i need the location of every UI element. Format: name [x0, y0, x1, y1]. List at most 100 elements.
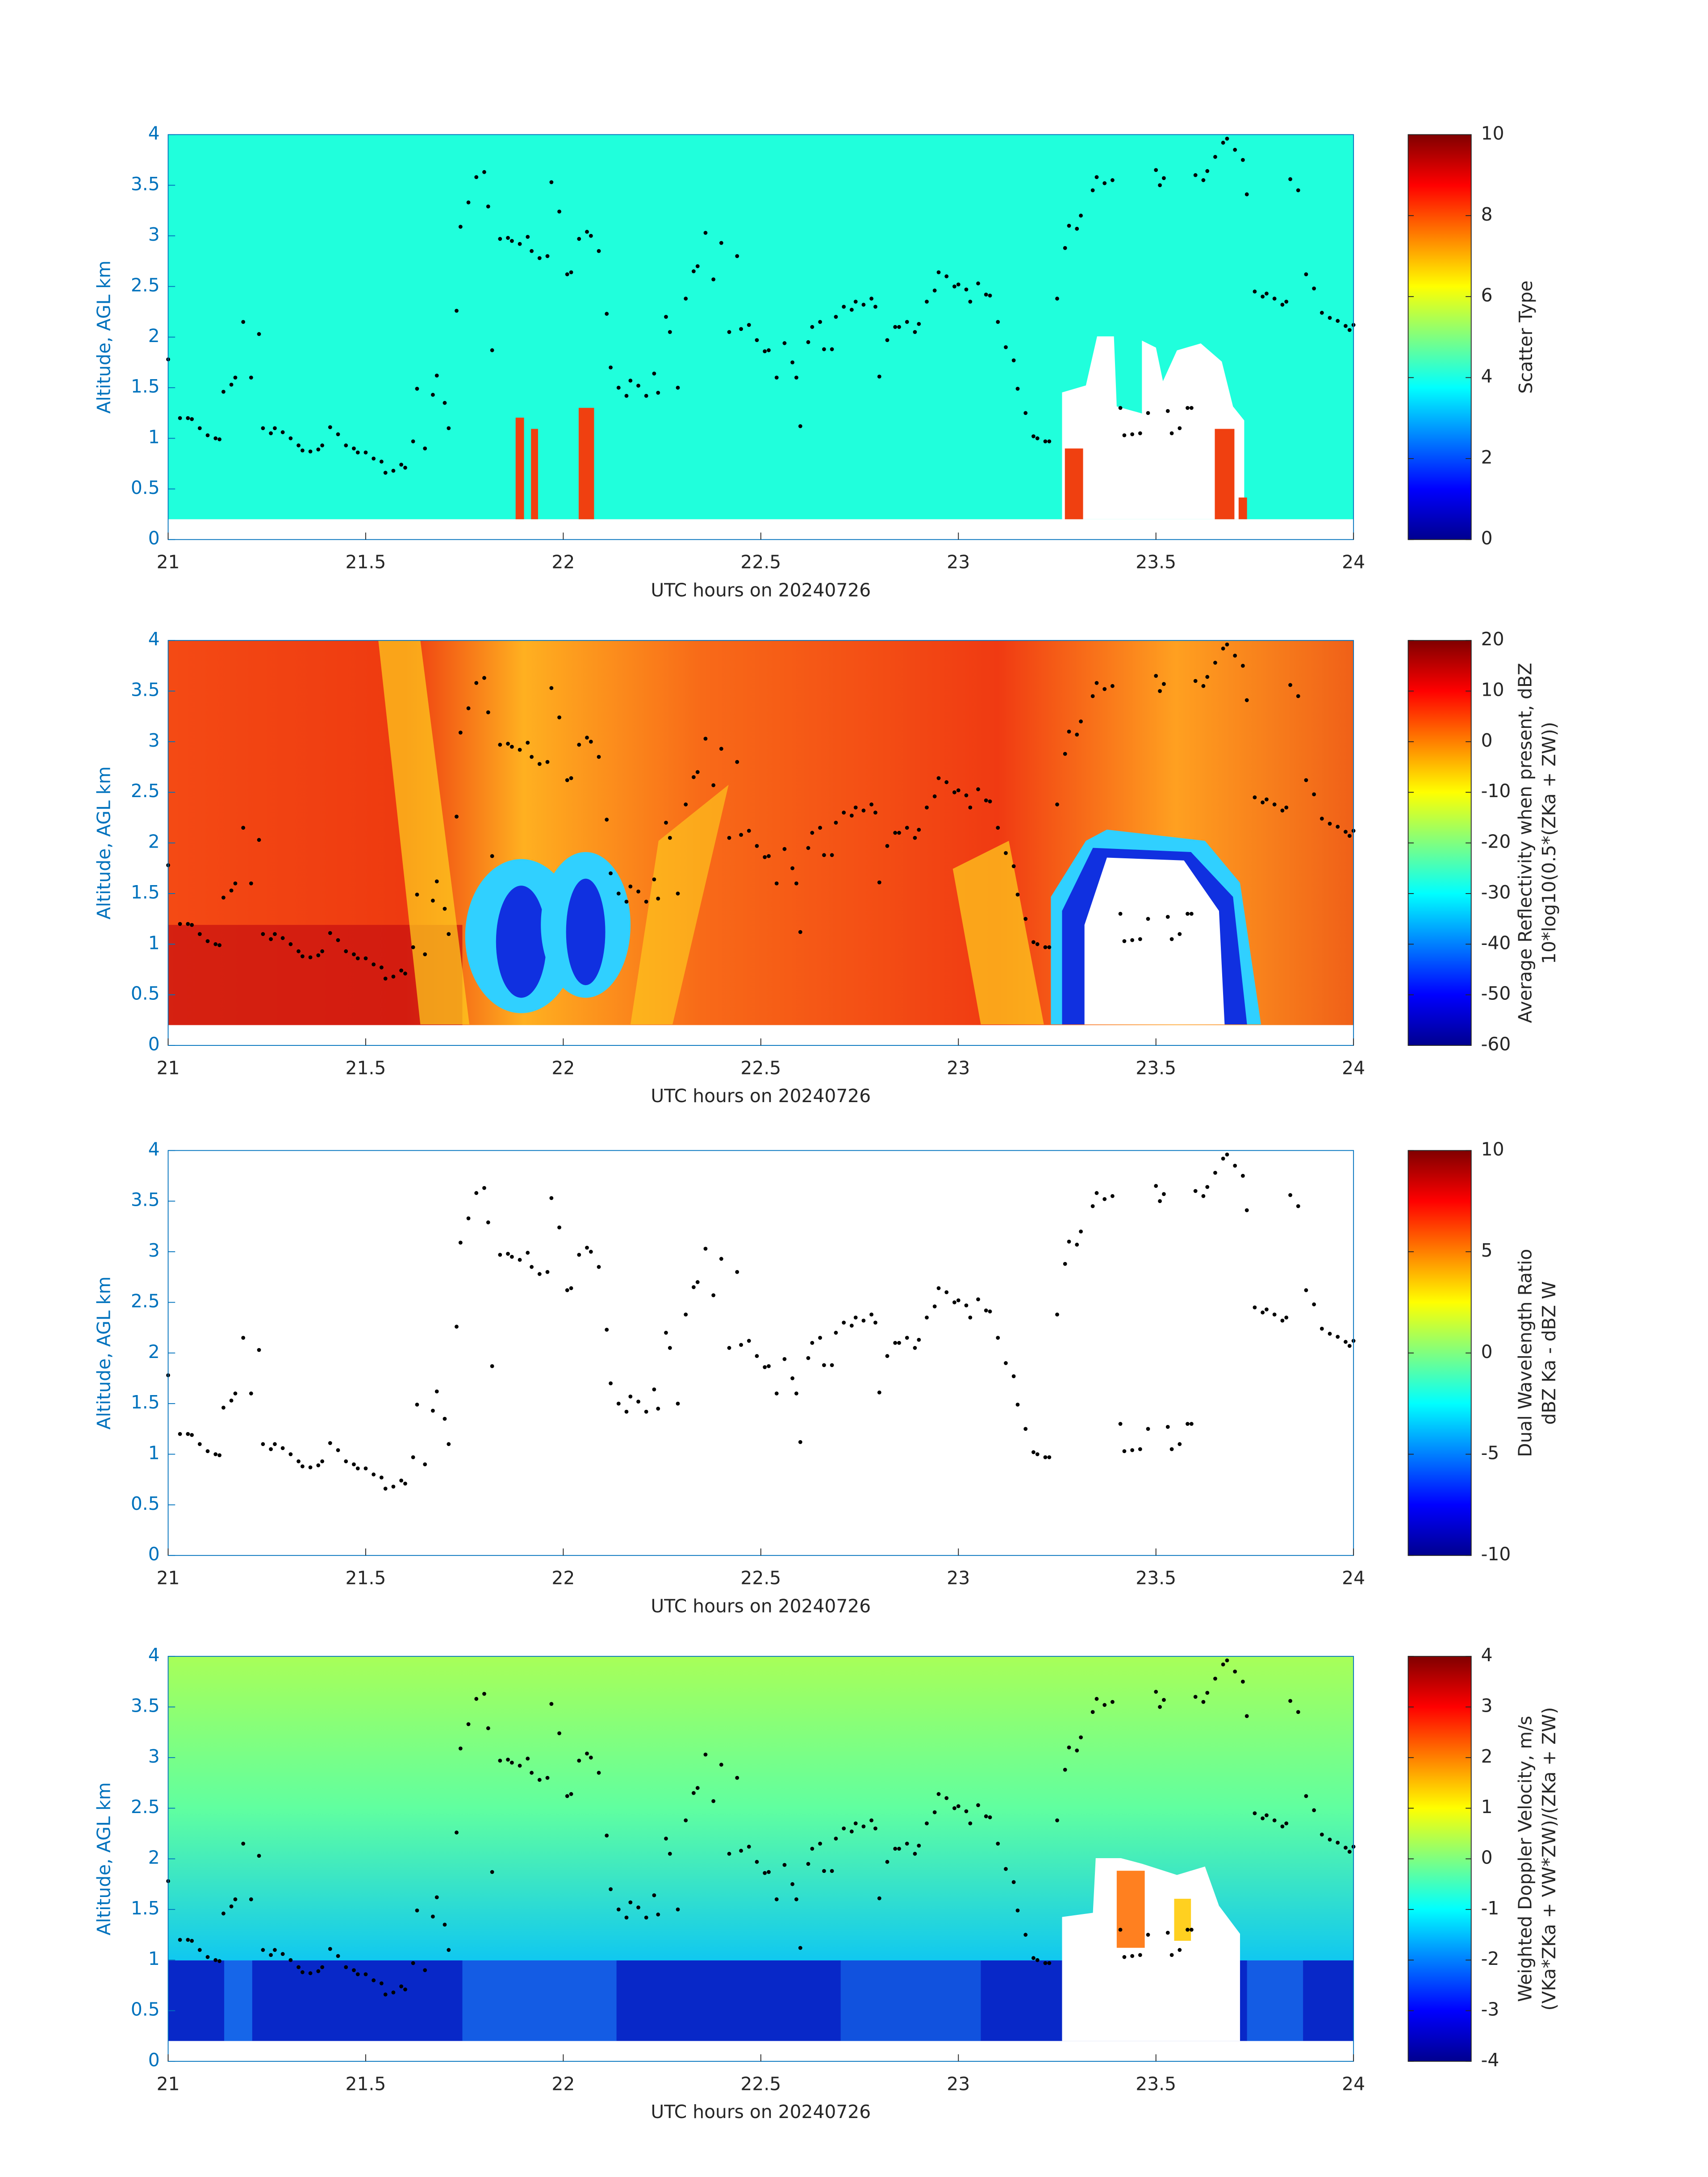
data-point	[624, 393, 629, 398]
y-tick-label: 2	[148, 1847, 160, 1868]
data-point	[763, 1365, 767, 1369]
data-point	[1284, 1821, 1289, 1826]
data-point	[1344, 830, 1348, 834]
data-point	[316, 1969, 321, 1973]
colorbar-tick-label: -10	[1481, 1543, 1511, 1565]
data-point	[328, 931, 332, 935]
x-tick-label: 21	[157, 1567, 180, 1589]
data-point	[217, 437, 221, 442]
data-point	[782, 1863, 787, 1867]
data-point	[336, 1448, 340, 1452]
data-point	[711, 277, 716, 282]
data-point	[447, 1442, 451, 1446]
data-point	[328, 1441, 332, 1445]
data-point	[549, 1702, 554, 1706]
data-point	[1233, 1163, 1237, 1168]
heatmap-2	[168, 640, 1354, 1025]
data-point	[1304, 778, 1308, 782]
data-point	[1063, 752, 1067, 756]
data-point	[1213, 1170, 1217, 1175]
data-point	[1178, 426, 1182, 430]
x-tick-label: 21	[157, 552, 180, 573]
data-point	[1347, 328, 1352, 332]
data-point	[423, 952, 427, 957]
data-point	[936, 1286, 941, 1291]
data-point	[391, 468, 396, 473]
x-tick-label: 21.5	[346, 1057, 386, 1078]
data-point	[1043, 1455, 1048, 1459]
data-point	[944, 1290, 949, 1295]
y-tick-label: 1.5	[131, 1391, 160, 1413]
y-tick-label: 4	[148, 628, 160, 650]
x-axis-label: UTC hours on 20240726	[651, 1085, 871, 1107]
data-point	[190, 1939, 194, 1943]
data-point	[355, 1972, 360, 1976]
data-point	[241, 320, 246, 324]
data-point	[197, 1948, 202, 1952]
data-point	[434, 1895, 439, 1900]
data-point	[1067, 224, 1071, 228]
data-point	[415, 387, 419, 391]
x-tick-label: 24	[1342, 1057, 1365, 1078]
data-point	[988, 799, 992, 804]
data-point	[1055, 297, 1059, 301]
colorbar-tick-label: -50	[1481, 983, 1511, 1004]
data-point	[956, 282, 960, 287]
data-point	[616, 1401, 621, 1406]
data-point	[565, 1288, 569, 1292]
data-point	[458, 1747, 463, 1751]
data-point	[1165, 915, 1170, 919]
data-point	[1055, 1818, 1059, 1822]
data-point	[233, 376, 238, 380]
data-point	[1102, 1703, 1107, 1707]
data-point	[557, 1225, 561, 1230]
data-point	[834, 315, 838, 319]
data-point	[798, 1440, 802, 1444]
data-point	[1205, 169, 1210, 173]
data-point	[636, 890, 640, 894]
data-point	[1225, 642, 1229, 647]
x-tick-label: 22.5	[740, 552, 781, 573]
data-point	[873, 305, 877, 309]
data-point	[280, 936, 285, 940]
data-point	[178, 1938, 182, 1942]
data-point	[968, 1821, 973, 1826]
data-point	[498, 1759, 502, 1763]
data-point	[213, 942, 218, 946]
data-point	[676, 1401, 680, 1406]
data-point	[443, 1922, 447, 1927]
data-point	[1280, 1824, 1285, 1829]
data-point	[229, 1904, 234, 1909]
data-point	[893, 1847, 898, 1851]
data-point	[1023, 1933, 1028, 1937]
x-tick-label: 21.5	[346, 552, 386, 573]
data-point	[565, 1794, 569, 1798]
data-point	[1328, 316, 1332, 320]
data-point	[249, 376, 253, 380]
data-point	[1004, 1867, 1008, 1871]
y-tick-label: 4	[148, 1644, 160, 1666]
data-point	[1225, 1153, 1229, 1157]
data-point	[1079, 1229, 1083, 1234]
data-point	[1055, 802, 1059, 806]
data-point	[794, 881, 798, 886]
data-point	[257, 838, 261, 842]
data-point	[352, 1462, 356, 1467]
data-point	[652, 877, 656, 882]
data-point	[217, 943, 221, 947]
data-point	[1240, 1680, 1245, 1684]
data-point	[1233, 148, 1237, 152]
data-point	[1265, 291, 1269, 296]
y-tick-label: 2.5	[131, 780, 160, 802]
data-point	[336, 1954, 340, 1958]
data-point	[526, 235, 530, 239]
data-point	[1169, 1447, 1174, 1451]
data-point	[1031, 434, 1036, 439]
data-point	[257, 332, 261, 336]
data-point	[830, 853, 834, 857]
data-point	[684, 297, 688, 301]
data-point	[664, 820, 668, 825]
data-point	[379, 460, 384, 464]
data-point	[719, 1763, 723, 1767]
colorbar-tick-label: 4	[1481, 1644, 1493, 1666]
